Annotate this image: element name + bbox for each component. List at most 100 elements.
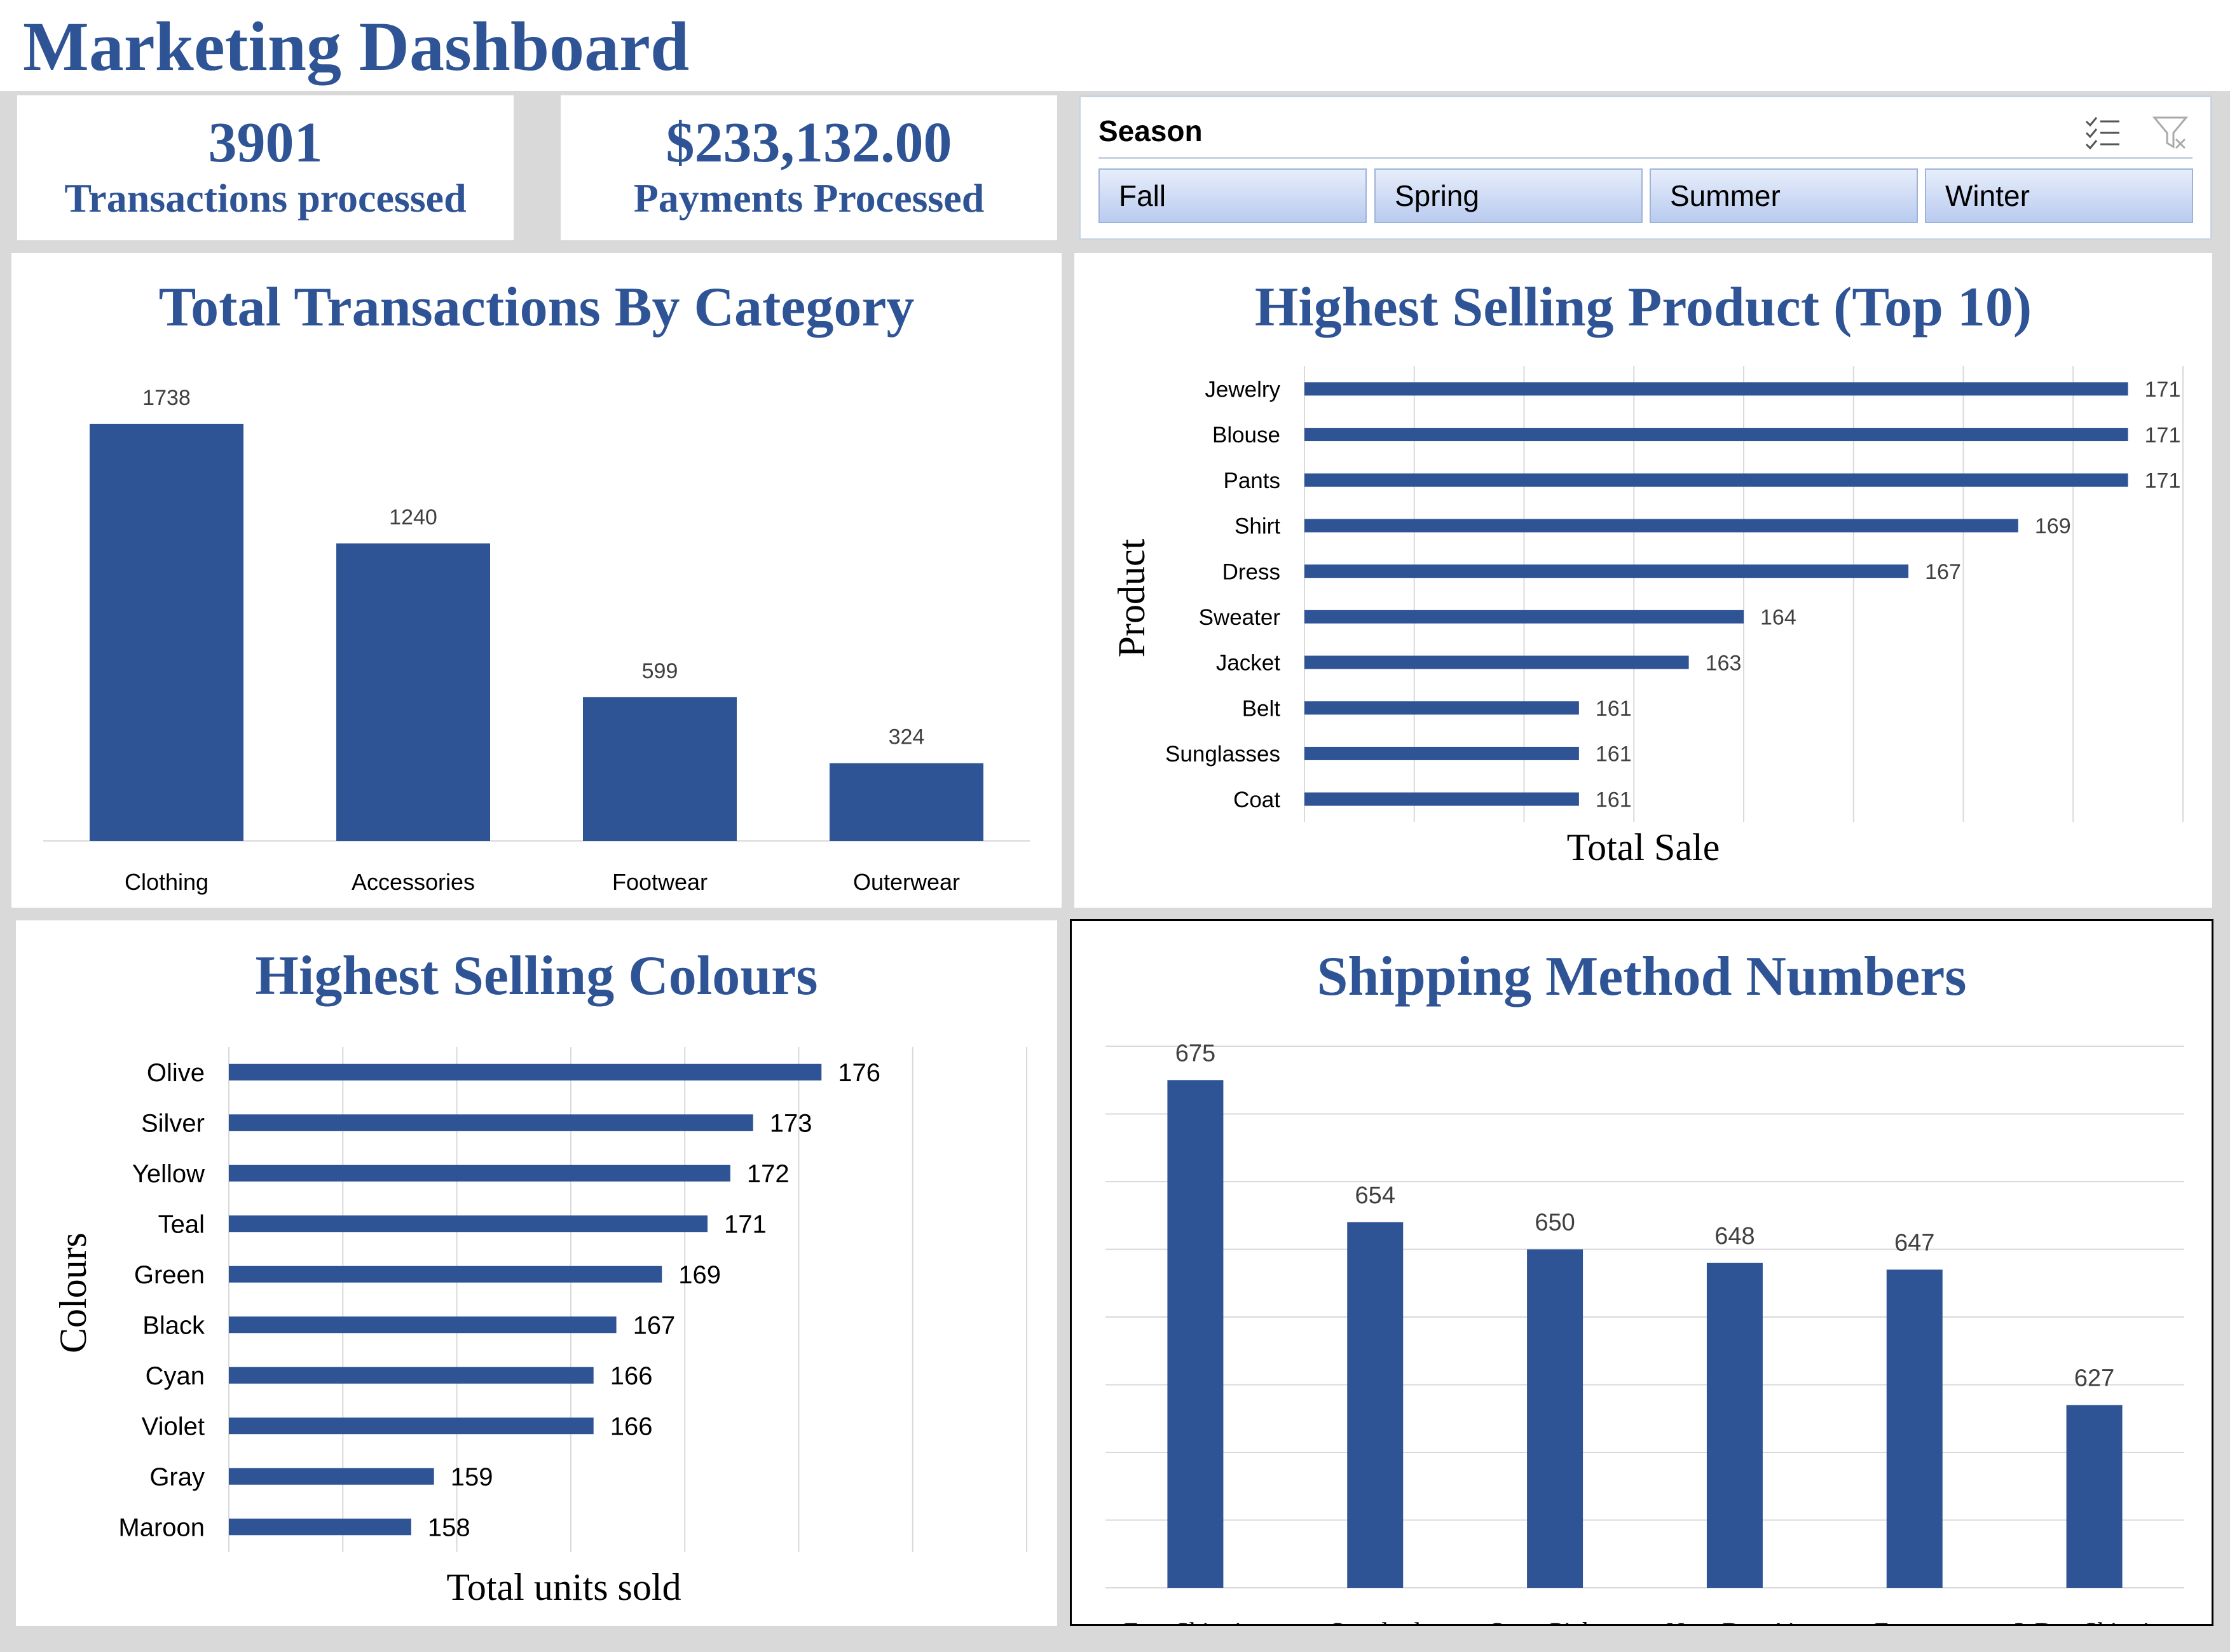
category-label: Footwear bbox=[612, 869, 708, 895]
data-label: 169 bbox=[2035, 514, 2071, 538]
bar-belt bbox=[1304, 701, 1579, 715]
category-label: Jacket bbox=[1216, 651, 1280, 676]
colour-chart-panel: Highest Selling Colours 176 Olive 173 Silve… bbox=[16, 920, 1057, 1626]
data-label: 167 bbox=[1925, 560, 1961, 584]
data-label: 158 bbox=[428, 1514, 470, 1542]
bar-olive bbox=[229, 1063, 822, 1081]
category-label: Clothing bbox=[125, 869, 209, 895]
category-label: Jewelry bbox=[1205, 377, 1280, 402]
kpi-payments-label: Payments Processed bbox=[633, 175, 985, 221]
kpi-transactions-value: 3901 bbox=[208, 111, 323, 174]
category-label: Teal bbox=[158, 1211, 205, 1239]
slicer-option-winter[interactable]: Winter bbox=[1925, 168, 2193, 223]
category-label: Pants bbox=[1224, 468, 1281, 493]
category-label: Yellow bbox=[132, 1160, 205, 1188]
data-label: 164 bbox=[1760, 606, 1796, 630]
bar-sweater bbox=[1304, 610, 1744, 624]
shipping-chart-title: Shipping Method Numbers bbox=[1317, 946, 1967, 1007]
product-chart-panel: Highest Selling Product (Top 10) 171 Jewe… bbox=[1074, 253, 2212, 908]
category-label: Dress bbox=[1222, 559, 1280, 584]
data-label: 171 bbox=[2145, 468, 2181, 493]
slicer-divider bbox=[1098, 157, 2192, 159]
bar-shirt bbox=[1304, 519, 2018, 533]
category-label: Green bbox=[134, 1261, 205, 1289]
data-label: 1240 bbox=[389, 505, 437, 529]
data-label: 650 bbox=[1535, 1210, 1575, 1236]
category-label: Cyan bbox=[146, 1362, 205, 1390]
data-label: 169 bbox=[678, 1261, 721, 1289]
category-chart-panel: Total Transactions By Category 1738 Cloth… bbox=[11, 253, 1062, 908]
multi-select-icon[interactable] bbox=[2084, 114, 2122, 152]
data-label: 172 bbox=[747, 1160, 790, 1188]
category-label: Shirt bbox=[1235, 514, 1280, 539]
data-label: 159 bbox=[451, 1463, 493, 1491]
data-label: 171 bbox=[724, 1211, 767, 1239]
y-axis-title: Product bbox=[1111, 538, 1153, 657]
bar-standard bbox=[1347, 1222, 1404, 1588]
bar-sunglasses bbox=[1304, 746, 1579, 760]
product-chart: 171 Jewelry 171 Blouse 171 Pants 169 Shirt 167 Dr… bbox=[1111, 366, 2184, 868]
data-label: 171 bbox=[2145, 423, 2181, 447]
bar-accessories bbox=[336, 543, 490, 841]
category-label: Coat bbox=[1233, 788, 1280, 812]
bar-express bbox=[1886, 1269, 1943, 1588]
y-axis-title: Colours bbox=[52, 1232, 94, 1353]
slicer-option-fall[interactable]: Fall bbox=[1098, 168, 1367, 223]
shipping-chart-panel: Shipping Method Numbers 675 Free Shipping… bbox=[1070, 919, 2213, 1626]
category-label: Accessories bbox=[352, 869, 475, 895]
product-chart-title: Highest Selling Product (Top 10) bbox=[1254, 276, 2032, 338]
bar-green bbox=[229, 1266, 662, 1283]
data-label: 647 bbox=[1894, 1229, 1934, 1256]
x-axis-title: Total units sold bbox=[446, 1566, 681, 1608]
category-label: Sunglasses bbox=[1165, 742, 1280, 767]
colour-chart: 176 Olive 173 Silver 172 Yellow 171 Teal 169 Gree… bbox=[52, 1047, 1027, 1608]
category-chart-title: Total Transactions By Category bbox=[158, 276, 915, 338]
bar-free-shipping bbox=[1167, 1080, 1224, 1588]
data-label: 166 bbox=[610, 1413, 653, 1441]
bar-teal bbox=[229, 1215, 708, 1232]
category-label: Express bbox=[1874, 1617, 1955, 1624]
bar-silver bbox=[229, 1114, 753, 1131]
clear-filter-icon[interactable] bbox=[2152, 114, 2190, 152]
category-label: Maroon bbox=[118, 1514, 205, 1542]
bar-yellow bbox=[229, 1164, 730, 1182]
data-label: 599 bbox=[642, 659, 678, 683]
kpi-transactions-label: Transactions processed bbox=[64, 175, 467, 221]
header-bar: Marketing Dashboard bbox=[0, 0, 2230, 91]
season-slicer: Season Fall Spring Summer Winter bbox=[1079, 95, 2212, 240]
data-label: 654 bbox=[1355, 1182, 1395, 1209]
data-label: 675 bbox=[1175, 1040, 1215, 1067]
bar-pants bbox=[1304, 473, 2128, 487]
bar-clothing bbox=[90, 423, 243, 841]
category-label: Olive bbox=[147, 1059, 205, 1087]
data-label: 167 bbox=[633, 1312, 676, 1340]
page-title: Marketing Dashboard bbox=[23, 8, 690, 85]
category-label: Standard bbox=[1330, 1617, 1420, 1624]
data-label: 166 bbox=[610, 1362, 653, 1390]
bar-jewelry bbox=[1304, 382, 2128, 396]
slicer-option-spring[interactable]: Spring bbox=[1374, 168, 1643, 223]
category-label: Black bbox=[142, 1312, 205, 1340]
data-label: 627 bbox=[2074, 1365, 2114, 1391]
category-label: Gray bbox=[149, 1463, 205, 1491]
slicer-title: Season bbox=[1098, 114, 1203, 147]
category-label: Store Pickup bbox=[1489, 1617, 1620, 1624]
bar-dress bbox=[1304, 564, 1909, 578]
kpi-payments-card: $233,132.00 Payments Processed bbox=[561, 95, 1057, 240]
bar-2-day-shipping bbox=[2066, 1405, 2123, 1588]
category-label: Sweater bbox=[1199, 605, 1281, 630]
data-label: 648 bbox=[1714, 1223, 1755, 1250]
bar-cyan bbox=[229, 1367, 594, 1384]
category-label: Belt bbox=[1242, 696, 1281, 721]
x-axis-title: Total Sale bbox=[1567, 826, 1720, 868]
data-label: 1738 bbox=[142, 386, 191, 410]
data-label: 161 bbox=[1596, 697, 1632, 721]
shipping-chart: 675 Free Shipping 654 Standard 650 Store Pick… bbox=[1105, 1040, 2184, 1624]
bar-violet bbox=[229, 1417, 594, 1435]
bar-maroon bbox=[229, 1519, 411, 1536]
bar-next-day-air bbox=[1706, 1262, 1763, 1588]
category-label: Blouse bbox=[1212, 423, 1280, 447]
category-label: Silver bbox=[141, 1110, 205, 1138]
slicer-option-summer[interactable]: Summer bbox=[1650, 168, 1918, 223]
bar-coat bbox=[1304, 792, 1579, 806]
